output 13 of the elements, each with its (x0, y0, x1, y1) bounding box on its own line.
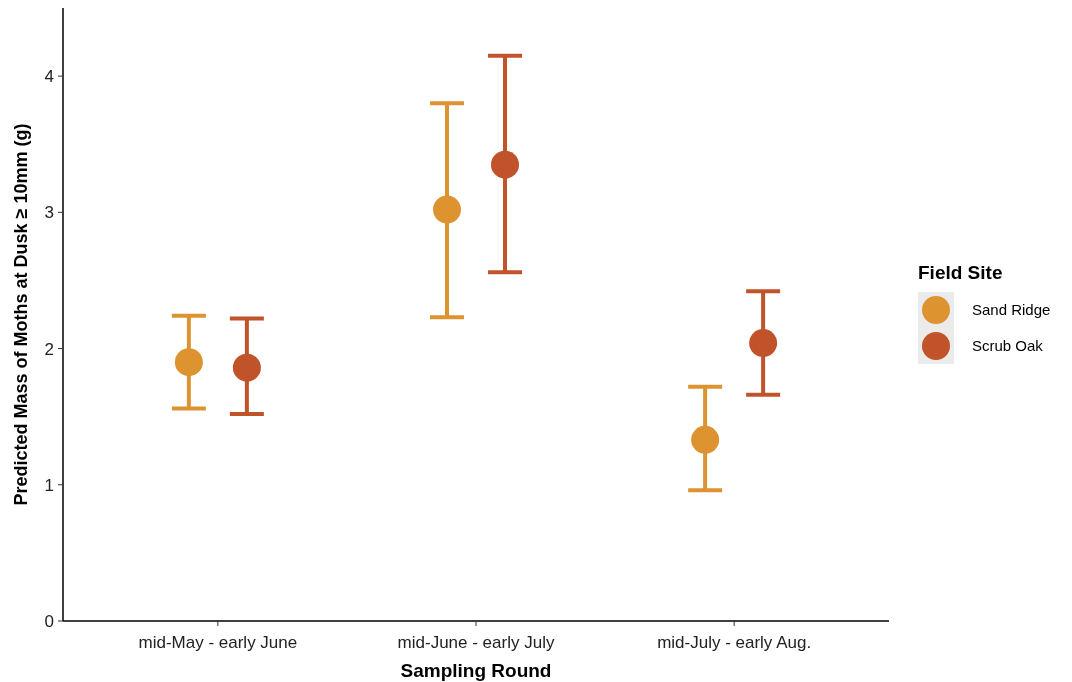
y-tick-label: 0 (44, 611, 54, 631)
x-tick-label: mid-May - early June (138, 633, 298, 652)
x-tick-label: mid-June - early July (397, 633, 555, 652)
legend-title: Field Site (918, 262, 1003, 283)
x-axis-title: Sampling Round (400, 660, 552, 681)
x-tick-label: mid-July - early Aug. (657, 633, 812, 652)
y-axis-title: Predicted Mass of Moths at Dusk ≥ 10mm (g) (11, 123, 31, 506)
y-tick-label: 1 (44, 475, 54, 495)
legend-label: Sand Ridge (972, 301, 1051, 319)
y-tick-label: 2 (44, 339, 54, 359)
y-tick-label: 4 (44, 67, 54, 87)
legend-label: Scrub Oak (972, 337, 1044, 355)
y-tick-label: 3 (44, 203, 54, 223)
